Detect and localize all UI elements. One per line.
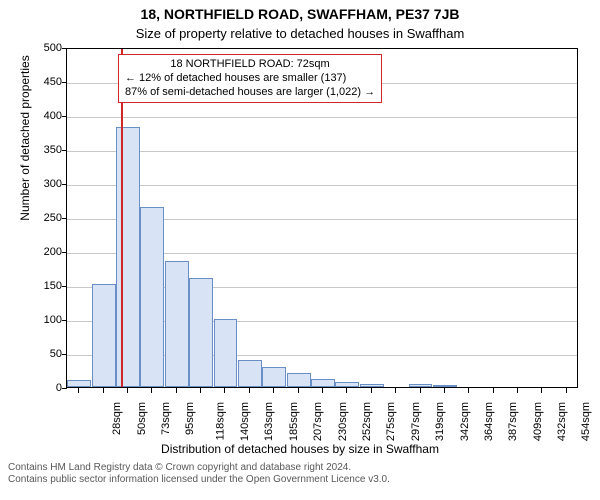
x-tick-mark <box>541 388 542 393</box>
annotation-box: 18 NORTHFIELD ROAD: 72sqm← 12% of detach… <box>118 54 382 103</box>
footnote-line-1: Contains HM Land Registry data © Crown c… <box>8 462 390 474</box>
histogram-bar <box>67 380 91 387</box>
x-tick-mark <box>493 388 494 393</box>
y-tick-label: 50 <box>2 348 62 360</box>
page-title: 18, NORTHFIELD ROAD, SWAFFHAM, PE37 7JB <box>0 6 600 22</box>
x-tick-mark <box>200 388 201 393</box>
x-tick-label: 50sqm <box>136 402 148 435</box>
histogram-bar <box>287 373 311 387</box>
y-tick-label: 500 <box>2 42 62 54</box>
x-tick-label: 409sqm <box>532 402 544 441</box>
x-tick-mark <box>420 388 421 393</box>
x-tick-mark <box>224 388 225 393</box>
x-tick-label: 252sqm <box>361 402 373 441</box>
x-tick-label: 73sqm <box>160 402 172 435</box>
x-tick-label: 207sqm <box>312 402 324 441</box>
x-tick-mark <box>176 388 177 393</box>
y-tick-label: 300 <box>2 178 62 190</box>
y-tick-label: 450 <box>2 76 62 88</box>
x-tick-row: 28sqm 50sqm 73sqm 95sqm 118sqm 140sqm 163sqm 18… <box>66 388 578 448</box>
x-tick-mark <box>444 388 445 393</box>
x-tick-label: 275sqm <box>386 402 398 441</box>
histogram-bar <box>165 261 189 387</box>
x-tick-label: 319sqm <box>434 402 446 441</box>
x-tick-mark <box>322 388 323 393</box>
x-tick-mark <box>346 388 347 393</box>
page-subtitle: Size of property relative to detached ho… <box>0 26 600 41</box>
x-tick-label: 454sqm <box>581 402 593 441</box>
y-tick-label: 0 <box>2 382 62 394</box>
footnote-line-2: Contains public sector information licen… <box>8 474 390 486</box>
x-tick-mark <box>249 388 250 393</box>
histogram-bar <box>409 384 433 387</box>
grid-line <box>67 117 577 118</box>
histogram-bar <box>262 367 286 387</box>
histogram-bar <box>335 382 359 387</box>
y-tick-label: 150 <box>2 280 62 292</box>
x-tick-mark <box>273 388 274 393</box>
x-tick-label: 118sqm <box>214 402 226 440</box>
chart-frame: 18, NORTHFIELD ROAD, SWAFFHAM, PE37 7JB … <box>0 0 600 500</box>
histogram-bar <box>189 278 213 387</box>
x-axis-label: Distribution of detached houses by size … <box>0 442 600 456</box>
x-tick-mark <box>468 388 469 393</box>
y-tick-label: 250 <box>2 212 62 224</box>
histogram-bar <box>140 207 164 387</box>
histogram-bar <box>92 284 116 387</box>
x-tick-mark <box>78 388 79 393</box>
y-tick-label: 350 <box>2 144 62 156</box>
histogram-bar <box>433 385 457 387</box>
x-tick-label: 140sqm <box>239 402 251 441</box>
x-tick-label: 185sqm <box>288 402 300 441</box>
x-tick-mark <box>298 388 299 393</box>
annotation-line: 87% of semi-detached houses are larger (… <box>125 86 375 100</box>
x-tick-mark <box>127 388 128 393</box>
x-tick-label: 230sqm <box>337 402 349 441</box>
x-tick-mark <box>566 388 567 393</box>
y-tick-label: 200 <box>2 246 62 258</box>
y-tick-label: 100 <box>2 314 62 326</box>
grid-line <box>67 185 577 186</box>
y-tick-label: 400 <box>2 110 62 122</box>
x-tick-label: 95sqm <box>184 402 196 435</box>
histogram-bar <box>214 319 238 387</box>
x-tick-label: 387sqm <box>507 402 519 441</box>
x-tick-mark <box>517 388 518 393</box>
grid-line <box>67 151 577 152</box>
annotation-line: 18 NORTHFIELD ROAD: 72sqm <box>125 58 375 72</box>
x-tick-mark <box>103 388 104 393</box>
x-tick-label: 297sqm <box>410 402 422 441</box>
x-tick-mark <box>395 388 396 393</box>
histogram-bar <box>238 360 262 387</box>
x-tick-mark <box>371 388 372 393</box>
footnote: Contains HM Land Registry data © Crown c… <box>8 462 390 486</box>
histogram-bar <box>360 384 384 387</box>
annotation-line: ← 12% of detached houses are smaller (13… <box>125 72 375 86</box>
x-tick-mark <box>151 388 152 393</box>
x-tick-label: 342sqm <box>459 402 471 441</box>
histogram-bar <box>311 379 335 387</box>
x-tick-label: 163sqm <box>264 402 276 441</box>
x-tick-label: 364sqm <box>483 402 495 441</box>
x-tick-label: 432sqm <box>556 402 568 441</box>
x-tick-label: 28sqm <box>111 402 123 435</box>
y-tick-column: 050100150200250300350400450500 <box>0 48 66 388</box>
histogram-bar <box>116 127 140 387</box>
